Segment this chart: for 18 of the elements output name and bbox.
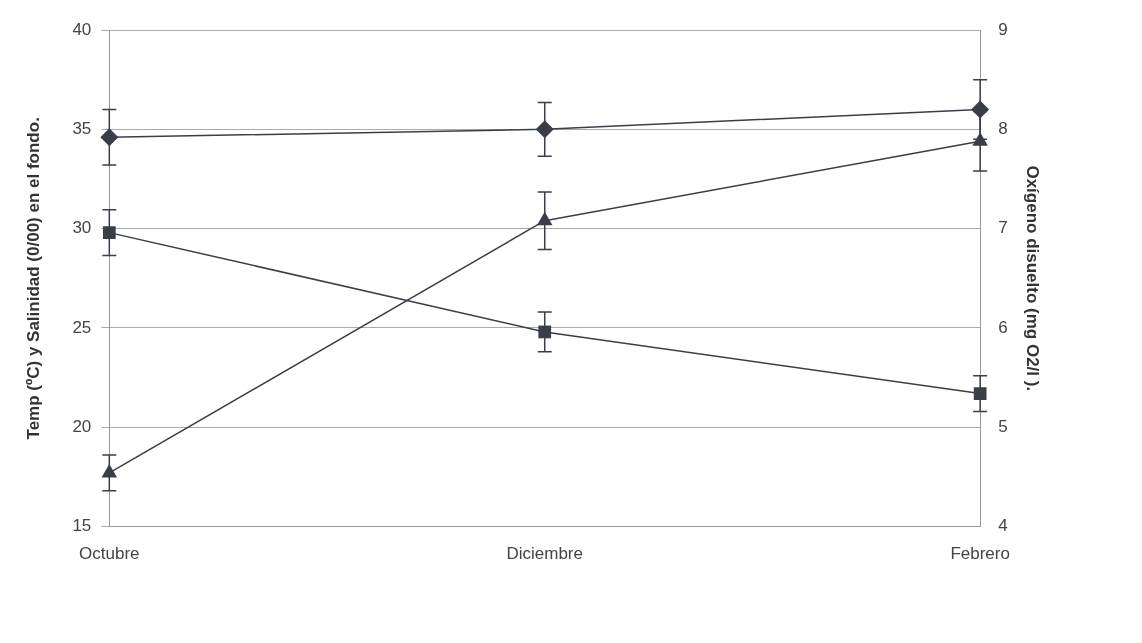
- y-axis-title: Temp (ºC) y Salinidad (0/00) en el fondo.: [23, 117, 43, 440]
- point: [535, 120, 554, 139]
- y2-tick-label: 8: [998, 119, 1008, 139]
- y-tick-label: 30: [72, 218, 92, 238]
- y2-tick-label: 4: [998, 516, 1008, 536]
- y-tick-label: 15: [72, 516, 92, 536]
- y-tick-label: 20: [72, 416, 92, 436]
- y-tick-label: 25: [72, 317, 92, 337]
- y-tick-label: 40: [72, 19, 92, 39]
- y2-axis-title: Oxígeno disuelto (mg O2/l ).: [1023, 165, 1043, 392]
- x-tick-label: Octubre: [79, 544, 140, 564]
- y2-tick-label: 6: [998, 317, 1008, 337]
- y2-tick-label: 7: [998, 218, 1008, 238]
- y2-tick-label: 5: [998, 416, 1008, 436]
- x-tick-label: Febrero: [950, 544, 1010, 564]
- x-tick-label: Diciembre: [506, 544, 583, 564]
- y2-tick-label: 9: [998, 19, 1008, 39]
- y-tick-label: 35: [72, 119, 92, 139]
